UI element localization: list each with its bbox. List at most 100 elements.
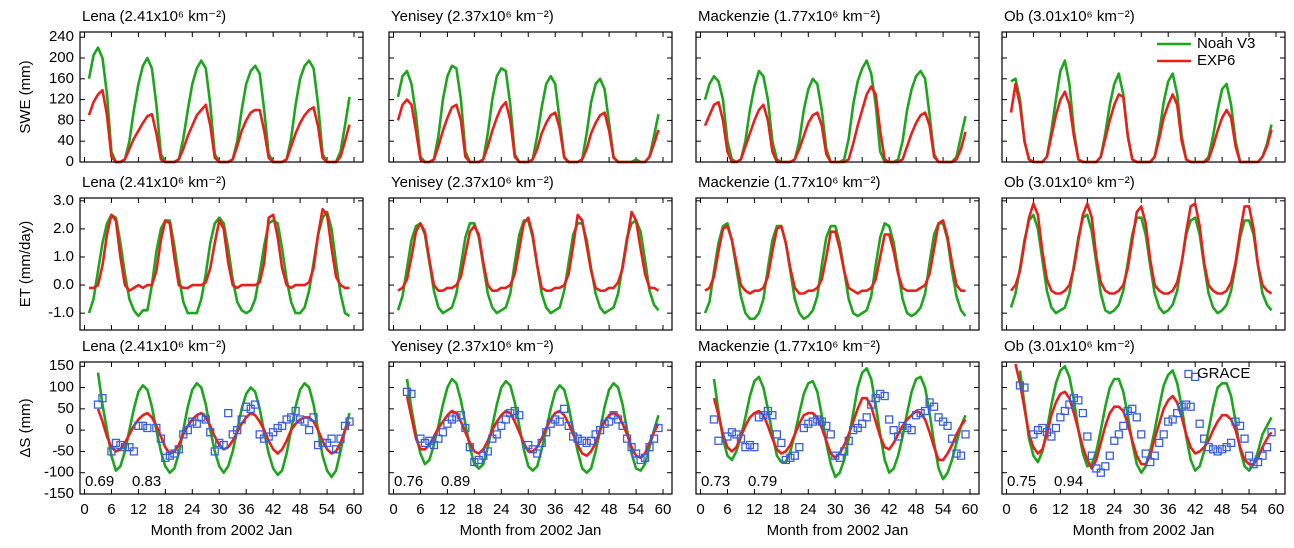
grace-marker	[1195, 419, 1204, 428]
series-line	[704, 219, 966, 295]
grace-marker	[849, 425, 858, 435]
grace-marker	[304, 425, 314, 435]
grace-marker	[188, 417, 197, 426]
plot-frame	[695, 197, 980, 331]
grace-marker	[920, 406, 930, 416]
panel: Mackenzie (1.77x10⁶ km⁻²)	[695, 8, 980, 164]
grace-marker	[1249, 460, 1258, 469]
grace-marker	[840, 447, 849, 456]
grace-marker	[215, 438, 224, 448]
grace-marker	[723, 432, 732, 441]
grace-marker	[813, 415, 822, 424]
grace-marker	[264, 432, 273, 441]
grace-marker	[228, 430, 237, 439]
grace-marker	[1015, 381, 1025, 390]
panel: Lena (2.41x10⁶ km⁻²) ET (mm/day) -1.0 0.0 1.…	[17, 174, 364, 331]
x-tick-label: 24	[1106, 501, 1123, 518]
grace-marker	[781, 455, 790, 465]
x-tick-label: 18	[157, 501, 174, 518]
grace-marker	[831, 451, 840, 460]
grace-marker	[1217, 445, 1227, 454]
x-tick-label: 0	[1002, 501, 1010, 518]
grace-marker	[826, 430, 835, 439]
grace-marker	[938, 417, 948, 426]
grace-marker	[497, 421, 506, 431]
y-tick-label: 100	[49, 379, 74, 396]
y-tick-label: 50	[57, 400, 74, 417]
series-line	[397, 210, 660, 292]
y-tick-label: 1.0	[53, 248, 74, 265]
grace-marker	[1262, 443, 1272, 452]
grace-marker	[714, 436, 723, 445]
series-line	[1018, 365, 1273, 474]
grace-marker	[120, 443, 130, 452]
grace-marker	[1069, 394, 1079, 403]
plot-frame	[1001, 361, 1286, 495]
x-axis-label: Month from 2002 Jan	[767, 522, 909, 539]
grace-marker	[947, 434, 957, 443]
grace-marker	[438, 428, 448, 437]
grace-marker	[591, 430, 600, 439]
grace-marker	[1173, 408, 1182, 418]
grace-marker	[1244, 451, 1254, 460]
grace-marker	[1074, 396, 1083, 405]
grace-marker	[219, 440, 228, 450]
grace-marker	[586, 436, 596, 445]
grace-marker	[1240, 434, 1249, 443]
x-tick-label: 6	[1029, 501, 1037, 518]
grace-marker	[768, 411, 777, 420]
y-tick-label: 0.0	[53, 276, 74, 293]
grace-marker	[1150, 451, 1159, 460]
grace-marker	[595, 425, 605, 435]
panel-title: Ob (3.01x10⁶ km⁻²)	[1004, 8, 1135, 25]
grace-marker	[107, 447, 116, 456]
grace-marker	[578, 436, 587, 445]
series-line	[1014, 363, 1273, 470]
x-tick-label: 0	[80, 501, 88, 518]
y-tick-label: 160	[49, 70, 74, 87]
x-tick-label: 42	[574, 501, 591, 518]
x-tick-label: 18	[466, 501, 483, 518]
grace-marker	[515, 411, 524, 420]
grace-marker	[1056, 413, 1065, 422]
grace-marker	[835, 453, 844, 462]
x-tick-label: 42	[881, 501, 898, 518]
grace-marker	[804, 419, 813, 428]
grace-marker	[1047, 432, 1056, 441]
grace-marker	[242, 402, 251, 411]
grace-marker	[741, 443, 750, 452]
grace-marker	[911, 411, 921, 420]
grace-marker	[443, 419, 452, 428]
grace-marker	[152, 423, 161, 433]
panel-title: Lena (2.41x10⁶ km⁻²)	[82, 338, 226, 355]
grace-marker	[1146, 457, 1155, 467]
panel: Mackenzie (1.77x10⁶ km⁻²) Month from 2002…	[695, 338, 980, 539]
panel: Lena (2.41x10⁶ km⁻²) ΔS (mm) Month from 20…	[17, 338, 364, 539]
x-tick-label: 24	[493, 501, 510, 518]
x-tick-label: 48	[1214, 501, 1231, 518]
grace-marker	[447, 415, 457, 424]
grace-marker	[237, 415, 246, 424]
grace-marker	[799, 423, 808, 433]
grace-marker	[862, 413, 871, 422]
grace-marker	[1101, 462, 1110, 471]
x-tick-label: 54	[319, 501, 336, 518]
grace-marker	[179, 430, 188, 439]
grace-marker	[322, 438, 332, 448]
plot-frame	[79, 31, 364, 163]
grace-marker	[582, 438, 591, 448]
grace-marker	[750, 443, 759, 452]
panel-title: Yenisey (2.37x10⁶ km⁻²)	[391, 338, 554, 355]
grace-marker	[327, 434, 336, 443]
grace-marker	[501, 415, 510, 424]
grace-marker	[407, 389, 416, 399]
panel: Mackenzie (1.77x10⁶ km⁻²)	[695, 174, 980, 331]
x-tick-label: 30	[211, 501, 228, 518]
grace-marker	[1253, 457, 1263, 467]
grace-marker	[546, 419, 555, 428]
grace-marker	[1087, 451, 1096, 460]
grace-marker	[452, 413, 461, 422]
grace-marker	[956, 451, 966, 460]
x-tick-label: 36	[547, 501, 564, 518]
y-tick-label: 0	[66, 153, 74, 170]
